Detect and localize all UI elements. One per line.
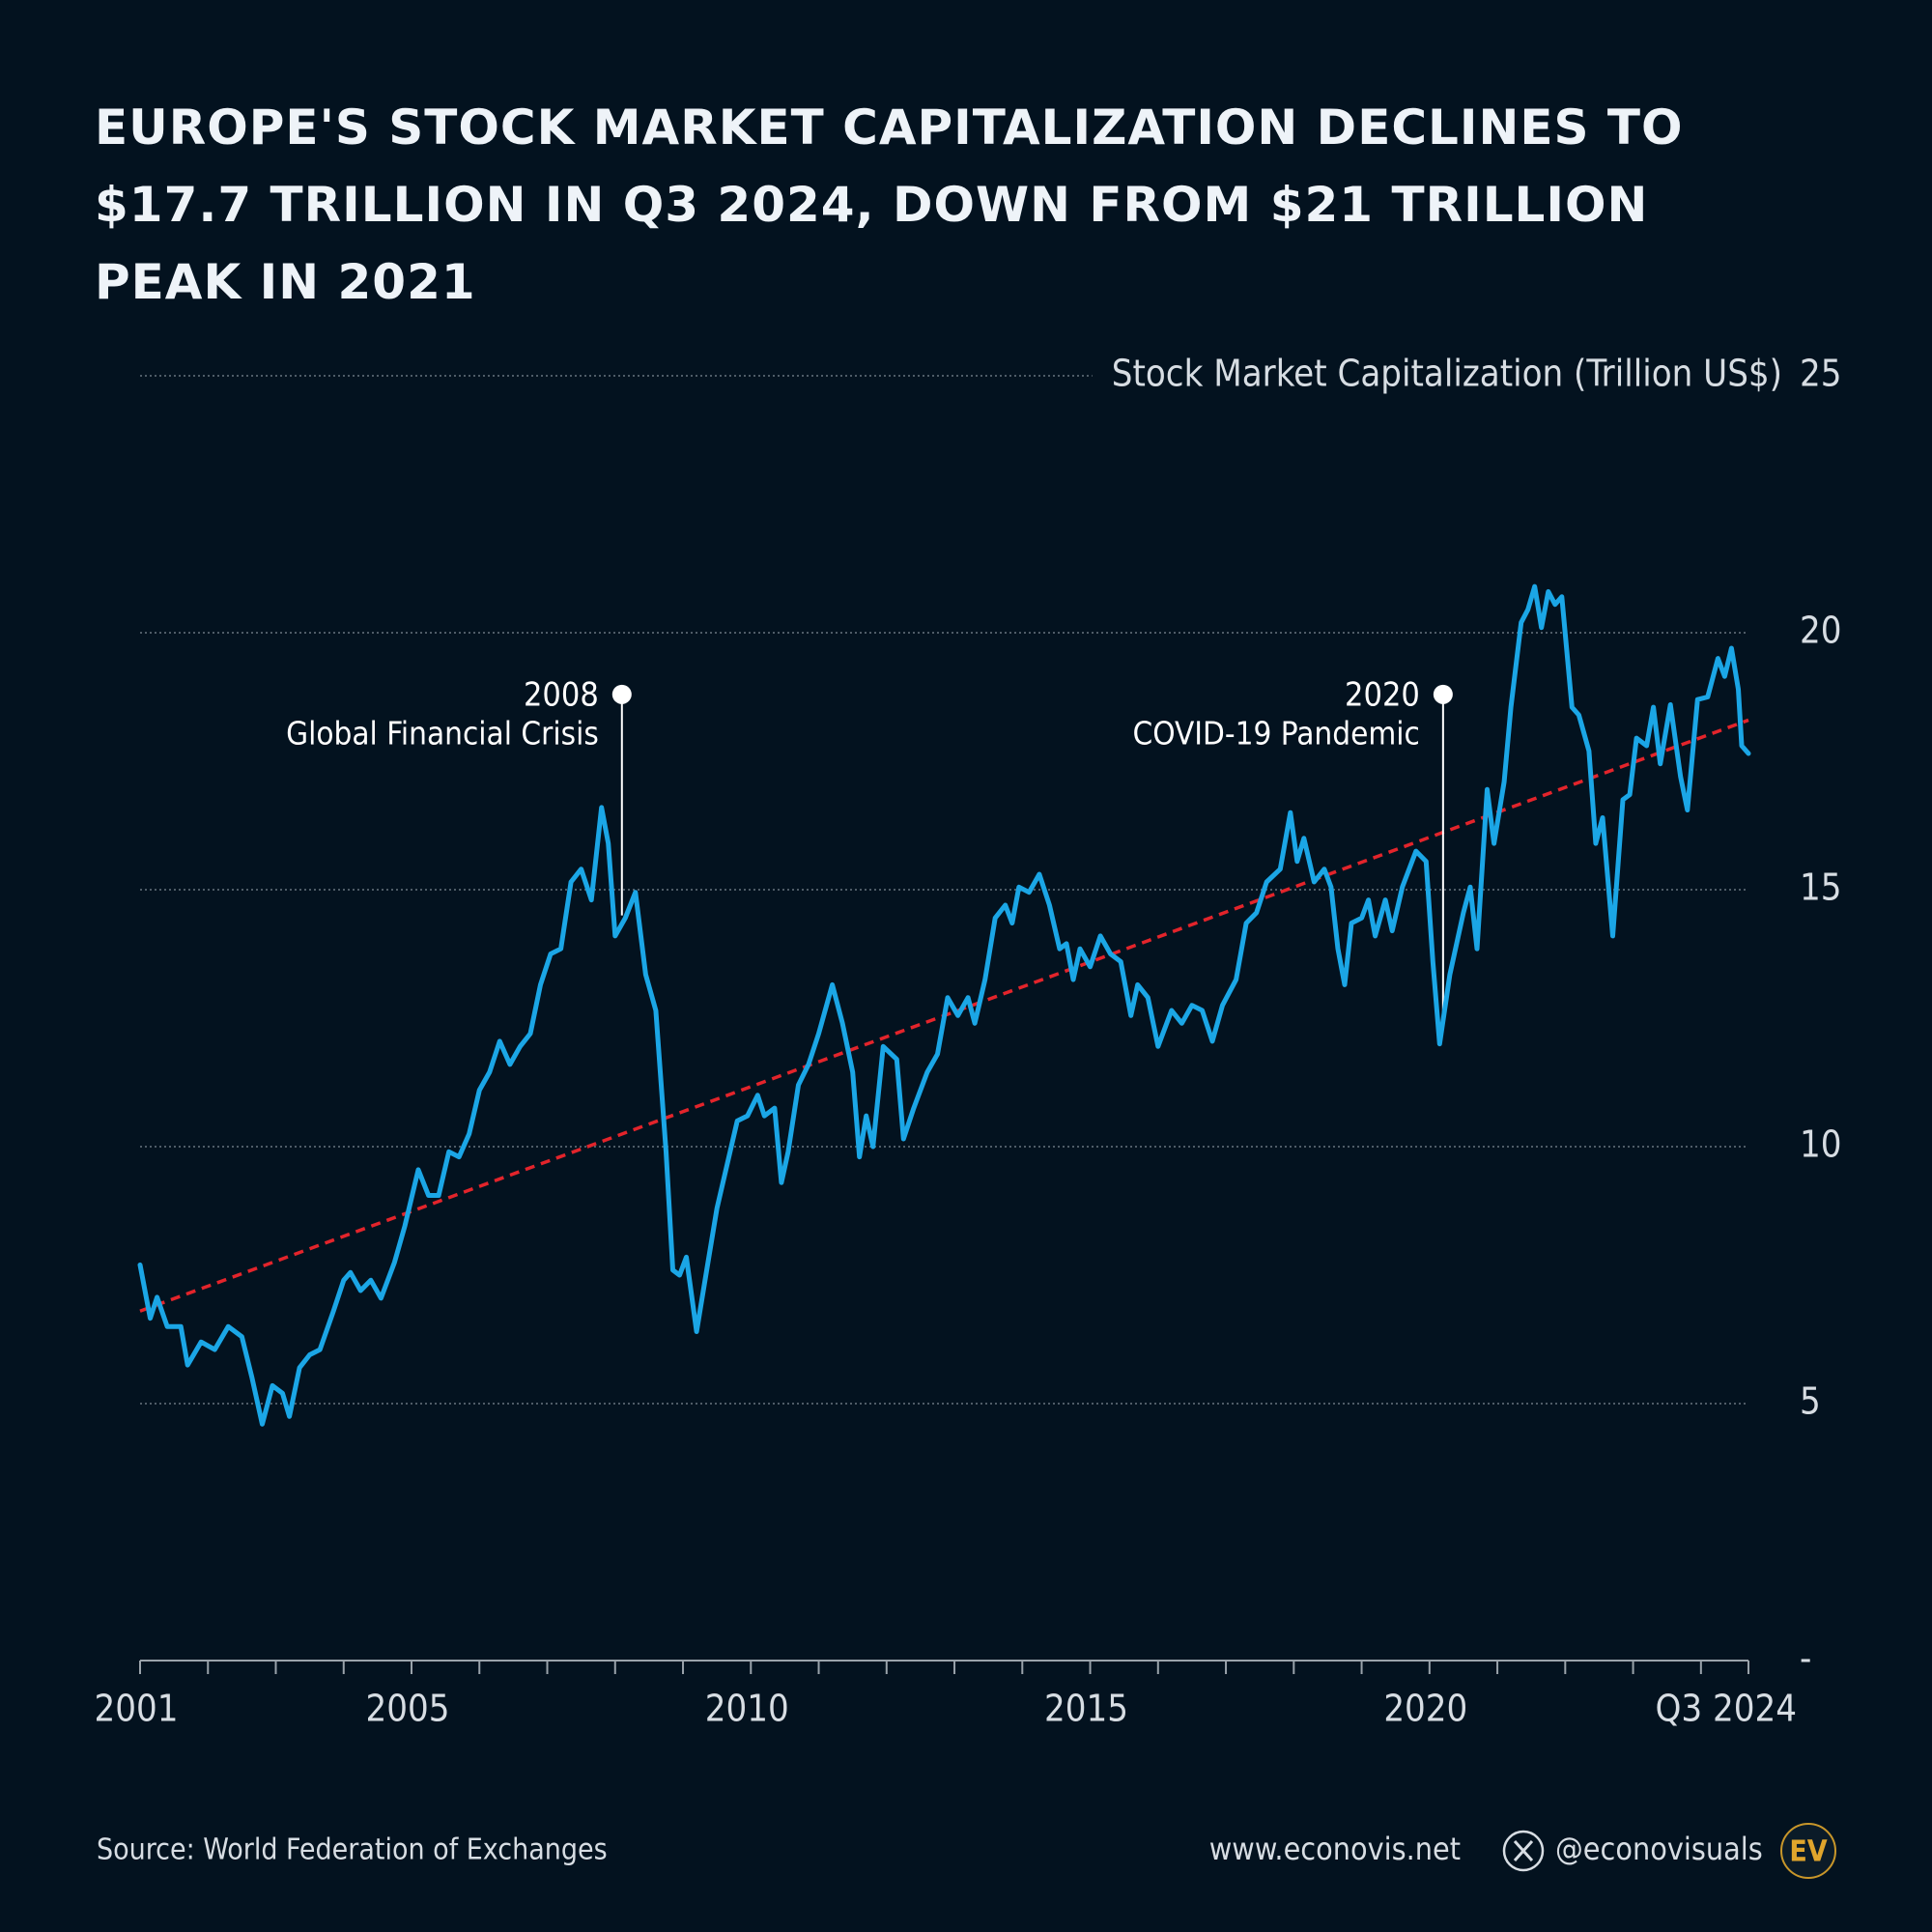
annotation-text: Global Financial Crisis	[286, 714, 599, 752]
x-tick-label: 2005	[366, 1688, 450, 1730]
annotation-year: 2008	[524, 675, 599, 714]
annotation-text: COVID-19 Pandemic	[1132, 714, 1419, 752]
handle: @econovisuals	[1555, 1831, 1763, 1867]
x-tick-label: Q3 2024	[1656, 1688, 1798, 1730]
y-tick-label: 10	[1800, 1123, 1842, 1166]
y-tick-label: 15	[1800, 867, 1842, 909]
x-tick-label: 2020	[1383, 1688, 1467, 1730]
x-tick-label: 2010	[705, 1688, 789, 1730]
x-tick-label: 2015	[1044, 1688, 1128, 1730]
logo: EV	[1789, 1835, 1827, 1869]
y-tick-label: 25	[1800, 353, 1842, 395]
x-icon-glyph	[1513, 1839, 1534, 1862]
data-line	[137, 583, 1751, 1427]
chart-title: EUROPE'S STOCK MARKET CAPITALIZATION DEC…	[95, 99, 1684, 310]
y-axis-label: Stock Market Capitalization (Trillion US…	[1112, 353, 1782, 395]
x-icon	[1502, 1830, 1545, 1872]
source: Source: World Federation of Exchanges	[97, 1833, 608, 1867]
annotation-dot	[611, 684, 632, 704]
logo-circle	[1780, 1823, 1836, 1879]
website: www.econovis.net	[1209, 1831, 1461, 1867]
y-tick-label: 20	[1800, 610, 1842, 652]
x-tick-label: 2001	[95, 1688, 179, 1730]
y-tick-label: 5	[1800, 1380, 1821, 1423]
annotation-year: 2020	[1345, 675, 1420, 714]
y-tick-label: -	[1800, 1637, 1811, 1680]
annotation-dot	[1433, 684, 1453, 704]
